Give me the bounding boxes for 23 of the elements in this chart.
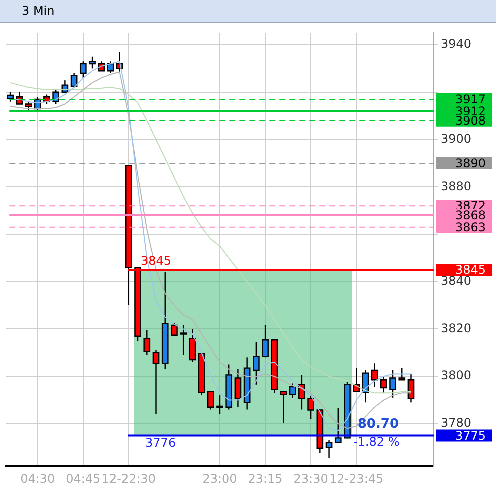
y-tick-label: 3880 [441, 179, 472, 194]
annotation: 3776 [146, 436, 176, 450]
ref-line-label: 3775 [455, 428, 486, 443]
ref-line-label: 3890 [455, 156, 486, 171]
ref-line-label: 3863 [455, 220, 486, 235]
ref-line-label: 3908 [455, 114, 486, 128]
y-tick-label: 3900 [441, 132, 472, 146]
chart-title: 3 Min [0, 0, 496, 23]
x-tick-label: 23:00 [202, 472, 238, 486]
y-tick-label: 3940 [441, 37, 472, 52]
ref-line-label: 3917 [455, 92, 486, 107]
x-tick-label: 04:30 [20, 472, 56, 486]
y-tick-label: 3780 [441, 416, 472, 430]
y-tick-label: 3800 [441, 368, 472, 383]
y-tick-label: 3820 [441, 321, 472, 336]
annotation: -1.82 % [353, 434, 400, 449]
x-tick-label: 23:30 [294, 472, 328, 486]
x-tick-label: 23:15 [248, 472, 283, 486]
x-tick-label: 12-23:45 [330, 472, 384, 486]
annotation: 3845 [140, 254, 172, 268]
x-tick-label: 04:45 [66, 472, 101, 486]
x-tick-label: 12-22:30 [102, 472, 156, 486]
annotation: 80.70 [358, 417, 400, 432]
